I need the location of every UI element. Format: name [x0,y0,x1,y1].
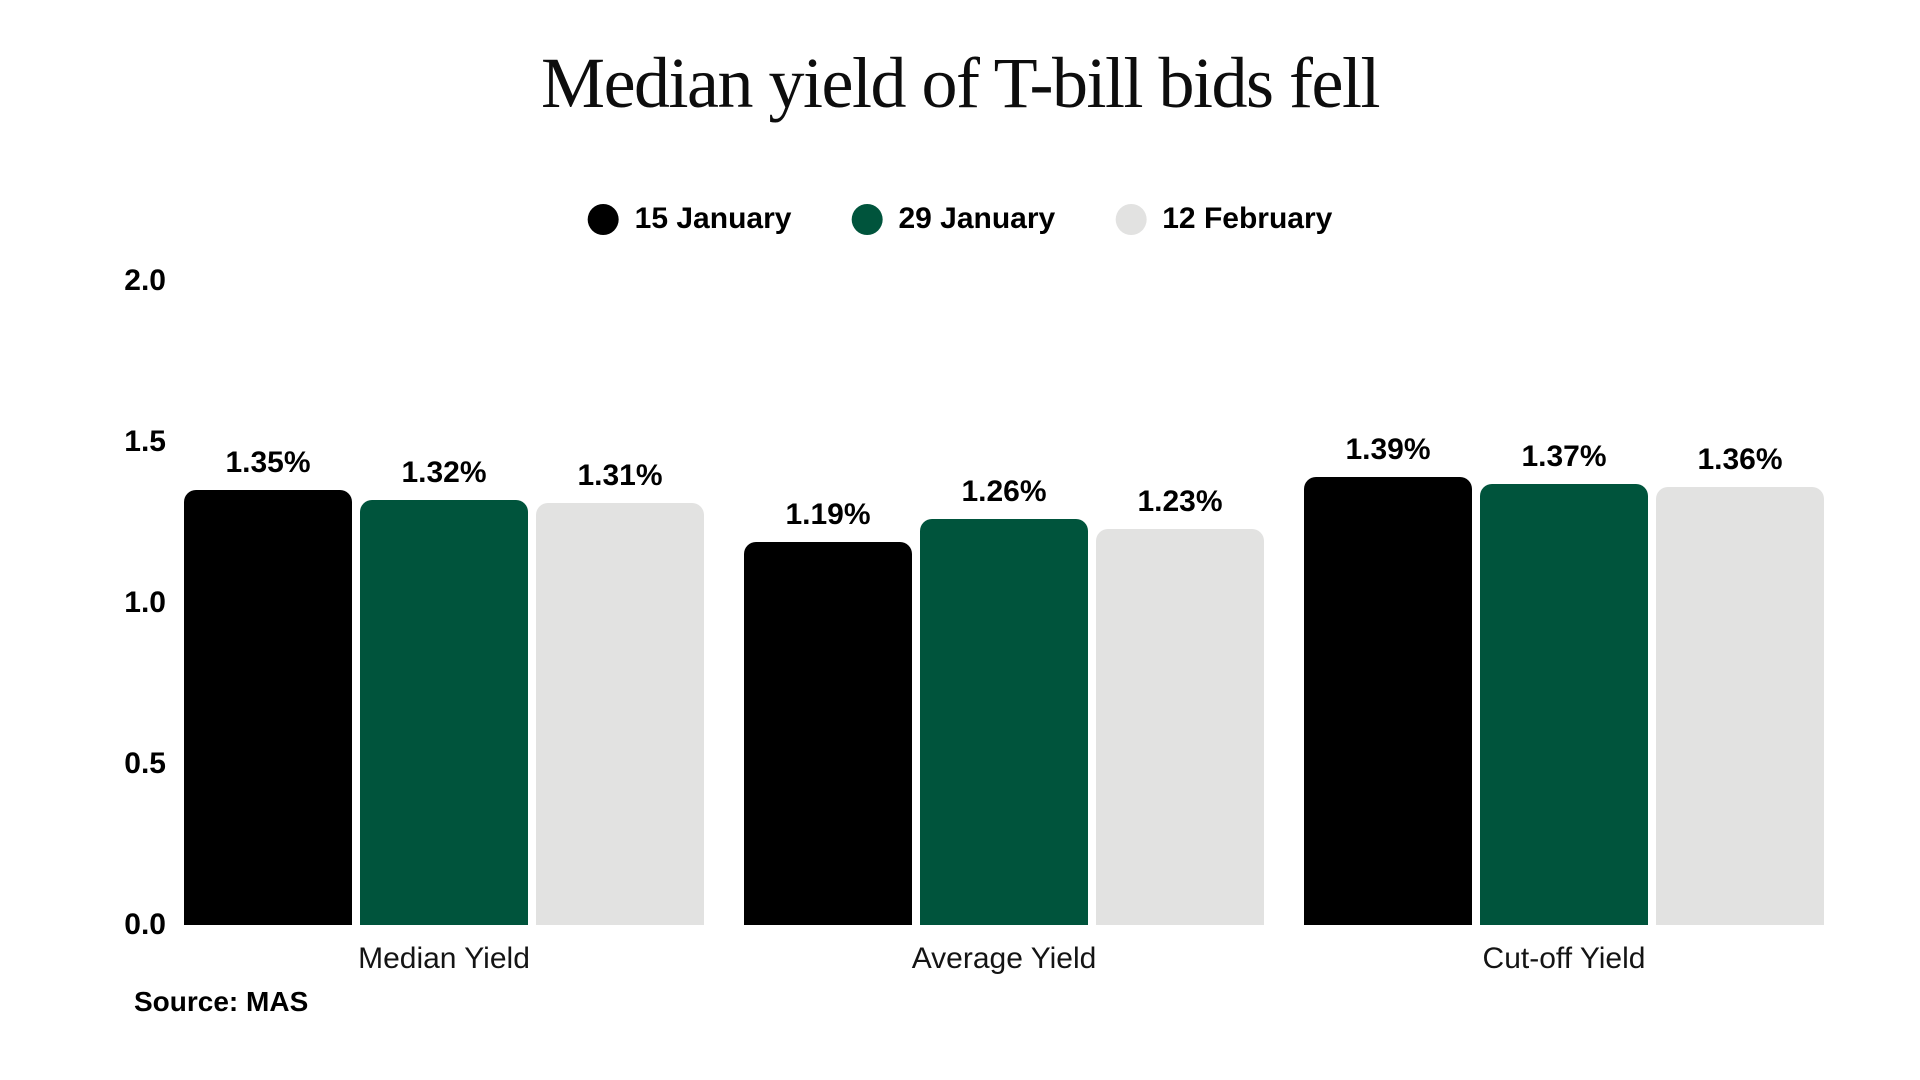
bar-average-yield-12-february [1096,529,1264,925]
bar-value-label-cut-off-yield-15-january: 1.39% [1345,433,1431,466]
legend-label: 12 February [1162,202,1333,235]
source-note: Source: MAS [134,986,309,1017]
legend-item-15-january: 15 January [587,202,792,236]
legend-item-12-february: 12 February [1115,202,1332,236]
bar-value-label-average-yield-15-january: 1.19% [785,498,871,531]
category-label-median-yield: Median Yield [358,942,530,975]
y-axis-tick-0.0: 0.0 [124,908,166,941]
y-axis-tick-2.0: 2.0 [124,264,166,297]
bar-value-label-cut-off-yield-29-january: 1.37% [1521,440,1607,473]
y-axis-tick-1.0: 1.0 [124,586,166,619]
bar-cut-off-yield-29-january [1480,484,1648,925]
legend: 15 January 29 January 12 February [587,202,1332,236]
bar-average-yield-29-january [920,519,1088,925]
legend-label: 29 January [898,202,1056,235]
bar-median-yield-12-february [536,503,704,925]
legend-label: 15 January [634,202,792,235]
y-axis-tick-1.5: 1.5 [124,425,166,458]
bar-cut-off-yield-12-february [1656,487,1824,925]
category-label-average-yield: Average Yield [911,942,1097,975]
category-label-cut-off-yield: Cut-off Yield [1482,942,1646,975]
bar-value-label-median-yield-12-february: 1.31% [577,459,663,492]
bar-value-label-cut-off-yield-12-february: 1.36% [1697,443,1783,476]
bar-value-label-median-yield-29-january: 1.32% [401,456,487,489]
bar-value-label-median-yield-15-january: 1.35% [225,446,311,479]
bar-value-label-average-yield-29-january: 1.26% [961,475,1047,508]
bar-value-label-average-yield-12-february: 1.23% [1137,485,1223,518]
legend-swatch-icon [1115,203,1147,235]
legend-swatch-icon [851,203,883,235]
chart-title: Median yield of T-bill bids fell [541,43,1380,123]
legend-swatch-icon [587,203,619,235]
bar-median-yield-29-january [360,500,528,925]
bar-median-yield-15-january [184,490,352,925]
bar-average-yield-15-january [744,542,912,925]
bar-cut-off-yield-15-january [1304,477,1472,925]
legend-item-29-january: 29 January [851,202,1055,236]
y-axis-tick-0.5: 0.5 [124,747,166,780]
